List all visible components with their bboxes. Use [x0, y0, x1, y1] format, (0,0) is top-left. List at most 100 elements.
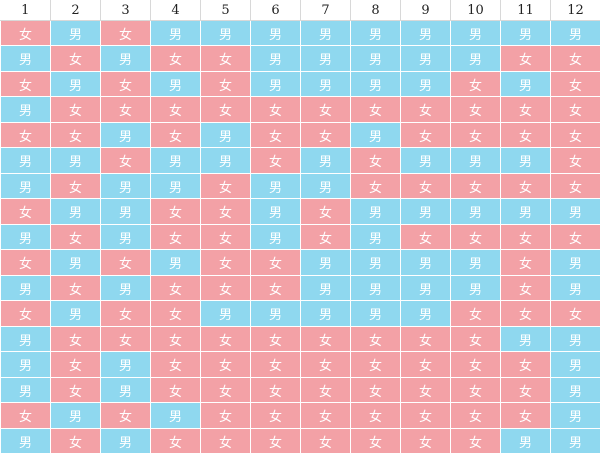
table-row: 男女男女女男男男男男女女 [1, 46, 600, 72]
female-cell: 女 [251, 377, 301, 402]
male-cell: 男 [151, 403, 201, 429]
male-cell: 男 [151, 21, 201, 46]
female-cell: 女 [451, 71, 501, 96]
female-cell: 女 [51, 122, 101, 147]
female-cell: 女 [101, 97, 151, 123]
male-cell: 男 [201, 122, 251, 147]
female-cell: 女 [501, 224, 551, 249]
male-cell: 男 [351, 122, 401, 147]
column-header: 8 [351, 0, 401, 21]
female-cell: 女 [301, 403, 351, 429]
table-row: 女女男女男女女男女女女女 [1, 122, 600, 147]
female-cell: 女 [151, 224, 201, 249]
male-cell: 男 [151, 71, 201, 96]
male-cell: 男 [501, 148, 551, 174]
female-cell: 女 [51, 97, 101, 123]
female-cell: 女 [201, 352, 251, 378]
table-row: 女男女男女女女女女女女男 [1, 403, 600, 429]
male-cell: 男 [351, 71, 401, 96]
female-cell: 女 [101, 71, 151, 96]
female-cell: 女 [251, 403, 301, 429]
column-header: 5 [201, 0, 251, 21]
column-header: 2 [51, 0, 101, 21]
male-cell: 男 [1, 275, 51, 300]
male-cell: 男 [251, 46, 301, 72]
female-cell: 女 [551, 71, 600, 96]
column-header: 11 [501, 0, 551, 21]
female-cell: 女 [351, 403, 401, 429]
female-cell: 女 [351, 148, 401, 174]
female-cell: 女 [151, 46, 201, 72]
column-header: 1 [1, 0, 51, 21]
male-cell: 男 [1, 148, 51, 174]
male-cell: 男 [551, 403, 600, 429]
male-cell: 男 [51, 148, 101, 174]
male-cell: 男 [251, 71, 301, 96]
female-cell: 女 [301, 224, 351, 249]
male-cell: 男 [451, 21, 501, 46]
table-row: 男女男女女女男男男男女男 [1, 275, 600, 300]
female-cell: 女 [151, 301, 201, 327]
female-cell: 女 [501, 97, 551, 123]
female-cell: 女 [451, 173, 501, 198]
female-cell: 女 [51, 377, 101, 402]
column-header: 12 [551, 0, 600, 21]
table-row: 男女女女女女女女女女男男 [1, 326, 600, 351]
female-cell: 女 [51, 326, 101, 351]
male-cell: 男 [501, 21, 551, 46]
male-cell: 男 [551, 275, 600, 300]
male-cell: 男 [351, 21, 401, 46]
male-cell: 男 [351, 250, 401, 276]
female-cell: 女 [551, 224, 600, 249]
female-cell: 女 [201, 97, 251, 123]
female-cell: 女 [101, 21, 151, 46]
male-cell: 男 [401, 46, 451, 72]
female-cell: 女 [1, 122, 51, 147]
female-cell: 女 [351, 173, 401, 198]
male-cell: 男 [301, 250, 351, 276]
male-cell: 男 [451, 250, 501, 276]
column-header: 9 [401, 0, 451, 21]
female-cell: 女 [201, 173, 251, 198]
male-cell: 男 [301, 148, 351, 174]
male-cell: 男 [101, 199, 151, 225]
male-cell: 男 [51, 250, 101, 276]
male-cell: 男 [251, 301, 301, 327]
female-cell: 女 [151, 352, 201, 378]
female-cell: 女 [201, 46, 251, 72]
female-cell: 女 [501, 301, 551, 327]
male-cell: 男 [551, 352, 600, 378]
female-cell: 女 [501, 403, 551, 429]
female-cell: 女 [151, 326, 201, 351]
female-cell: 女 [451, 377, 501, 402]
table-row: 男女女女女女女女女女女女 [1, 97, 600, 123]
female-cell: 女 [501, 250, 551, 276]
male-cell: 男 [151, 173, 201, 198]
male-cell: 男 [301, 275, 351, 300]
female-cell: 女 [451, 122, 501, 147]
female-cell: 女 [1, 403, 51, 429]
male-cell: 男 [351, 224, 401, 249]
male-cell: 男 [251, 173, 301, 198]
female-cell: 女 [501, 352, 551, 378]
male-cell: 男 [151, 148, 201, 174]
male-cell: 男 [551, 377, 600, 402]
female-cell: 女 [401, 122, 451, 147]
male-cell: 男 [1, 173, 51, 198]
female-cell: 女 [551, 46, 600, 72]
column-header: 4 [151, 0, 201, 21]
male-cell: 男 [551, 326, 600, 351]
male-cell: 男 [51, 403, 101, 429]
column-header: 10 [451, 0, 501, 21]
male-cell: 男 [301, 301, 351, 327]
female-cell: 女 [1, 199, 51, 225]
table-row: 男女男女女男女男女女女女 [1, 224, 600, 249]
female-cell: 女 [301, 326, 351, 351]
female-cell: 女 [351, 97, 401, 123]
female-cell: 女 [451, 301, 501, 327]
male-cell: 男 [101, 46, 151, 72]
table-row: 女男女男女男男男男女男女 [1, 71, 600, 96]
female-cell: 女 [1, 250, 51, 276]
male-cell: 男 [201, 148, 251, 174]
